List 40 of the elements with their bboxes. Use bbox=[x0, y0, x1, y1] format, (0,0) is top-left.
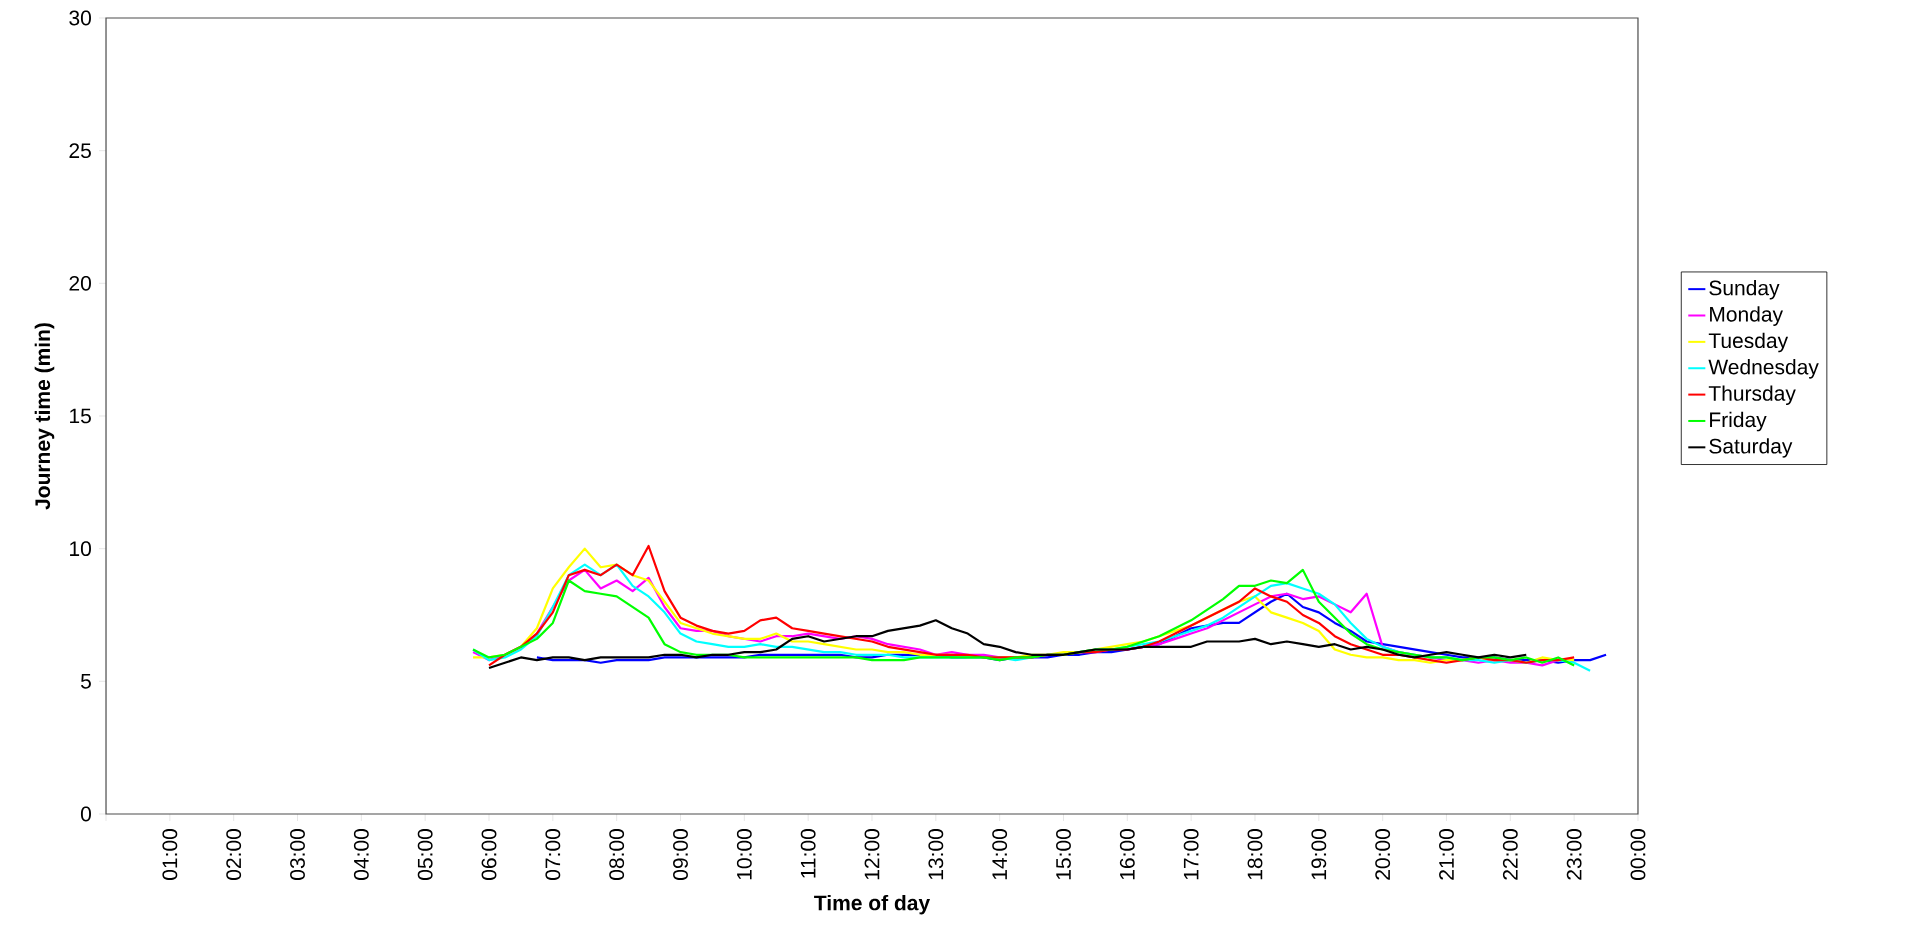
x-tick-label: 08:00 bbox=[609, 829, 625, 880]
y-axis-title: Journey time (min) bbox=[34, 323, 55, 510]
legend-label: Wednesday bbox=[1708, 359, 1819, 379]
x-tick-label: 11:00 bbox=[800, 829, 816, 878]
y-tick-label: 30 bbox=[69, 10, 91, 26]
legend-label: Monday bbox=[1710, 306, 1783, 326]
x-tick-label: 00:00 bbox=[1630, 829, 1646, 880]
legend-label: Tuesday bbox=[1708, 332, 1789, 353]
x-tick-label: 16:00 bbox=[1119, 829, 1135, 880]
y-tick-label: 10 bbox=[70, 541, 91, 557]
x-tick-label: 20:00 bbox=[1375, 829, 1391, 880]
x-tick-label: 15:00 bbox=[1056, 829, 1071, 880]
x-tick-label: 12:00 bbox=[864, 829, 880, 880]
x-tick-label: 22:00 bbox=[1502, 829, 1518, 880]
x-tick-label: 19:00 bbox=[1311, 829, 1327, 880]
x-tick-label: 02:00 bbox=[226, 829, 242, 880]
x-tick-label: 18:00 bbox=[1247, 829, 1263, 880]
x-tick-label: 09:00 bbox=[673, 829, 688, 880]
y-tick-label: 0 bbox=[80, 806, 91, 822]
x-tick-label: 13:00 bbox=[928, 829, 944, 880]
x-tick-label: 17:00 bbox=[1183, 829, 1199, 880]
legend-label: Sunday bbox=[1709, 279, 1780, 300]
y-tick-label: 20 bbox=[69, 275, 91, 291]
x-tick-label: 14:00 bbox=[992, 829, 1008, 880]
x-tick-label: 04:00 bbox=[353, 829, 369, 880]
legend-label: Friday bbox=[1710, 411, 1767, 432]
y-tick-label: 15 bbox=[70, 408, 91, 424]
x-tick-label: 07:00 bbox=[545, 829, 561, 880]
x-tick-label: 23:00 bbox=[1566, 829, 1582, 880]
y-tick-label: 25 bbox=[69, 143, 91, 159]
x-tick-label: 21:00 bbox=[1439, 829, 1454, 880]
x-axis-title: Time of day bbox=[814, 894, 931, 915]
y-tick-label: 5 bbox=[80, 674, 91, 689]
x-tick-label: 03:00 bbox=[290, 829, 305, 880]
x-tick-label: 10:00 bbox=[736, 829, 752, 880]
x-tick-label: 06:00 bbox=[481, 829, 497, 880]
x-tick-label: 01:00 bbox=[162, 829, 178, 880]
x-tick-label: 05:00 bbox=[417, 829, 433, 880]
legend-label: Thursday bbox=[1708, 385, 1796, 405]
legend-label: Saturday bbox=[1709, 438, 1793, 458]
